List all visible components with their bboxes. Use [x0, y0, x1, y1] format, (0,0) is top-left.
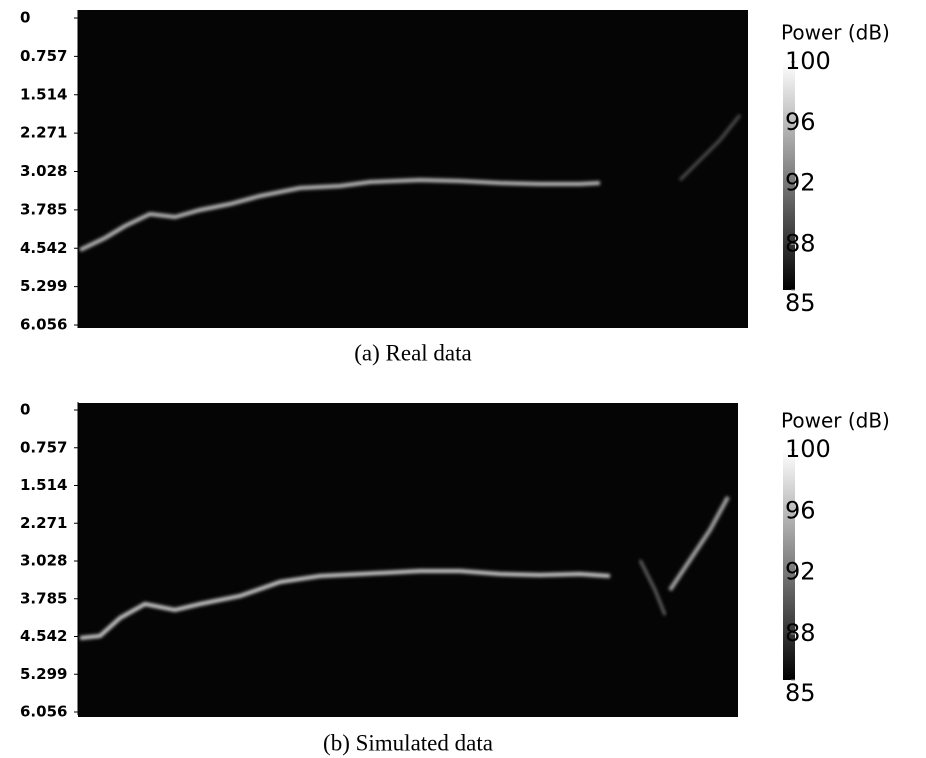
colorbar-tick-label: 85 [785, 289, 816, 317]
y-tick-label: 2.271 [20, 514, 67, 532]
y-tick-label: 3.028 [20, 162, 67, 180]
y-tick-label: 3.785 [20, 589, 67, 607]
y-tick-label: 6.056 [20, 703, 67, 721]
y-tick-label: 0.757 [20, 47, 67, 65]
y-tick-label: 1.514 [20, 85, 67, 103]
y-tick-label: 1.514 [20, 476, 67, 494]
y-tick-label: 5.299 [20, 665, 67, 683]
y-tick-label: 0 [20, 401, 30, 419]
y-tick-label: 3.028 [20, 552, 67, 570]
colorbar-tick-label: 96 [785, 108, 816, 136]
colorbar-tick-label: 88 [785, 619, 816, 647]
y-tick-label: 4.542 [20, 239, 67, 257]
colorbar-tick-label: 96 [785, 496, 816, 524]
colorbar-tick-label: 85 [785, 679, 816, 707]
colorbar-tick-label: 88 [785, 229, 816, 257]
colorbar [783, 62, 795, 290]
colorbar-tick-label: 92 [785, 169, 816, 197]
y-tick-label: 2.271 [20, 124, 67, 142]
y-tick-label: 0 [20, 9, 30, 27]
y-tick-label: 3.785 [20, 200, 67, 218]
caption: (a) Real data [354, 340, 471, 365]
colorbar-tick-label: 92 [785, 558, 816, 586]
colorbar [783, 450, 795, 680]
y-tick-label: 4.542 [20, 627, 67, 645]
colorbar-label: Power (dB) [781, 21, 890, 45]
y-tick-label: 5.299 [20, 277, 67, 295]
radargram-image [78, 10, 748, 328]
y-tick-label: 0.757 [20, 438, 67, 456]
colorbar-label: Power (dB) [781, 409, 890, 433]
caption: (b) Simulated data [323, 730, 493, 755]
colorbar-tick-label: 100 [785, 47, 831, 75]
radargram-image [78, 403, 738, 717]
colorbar-tick-label: 100 [785, 435, 831, 463]
y-tick-label: 6.056 [20, 316, 67, 334]
